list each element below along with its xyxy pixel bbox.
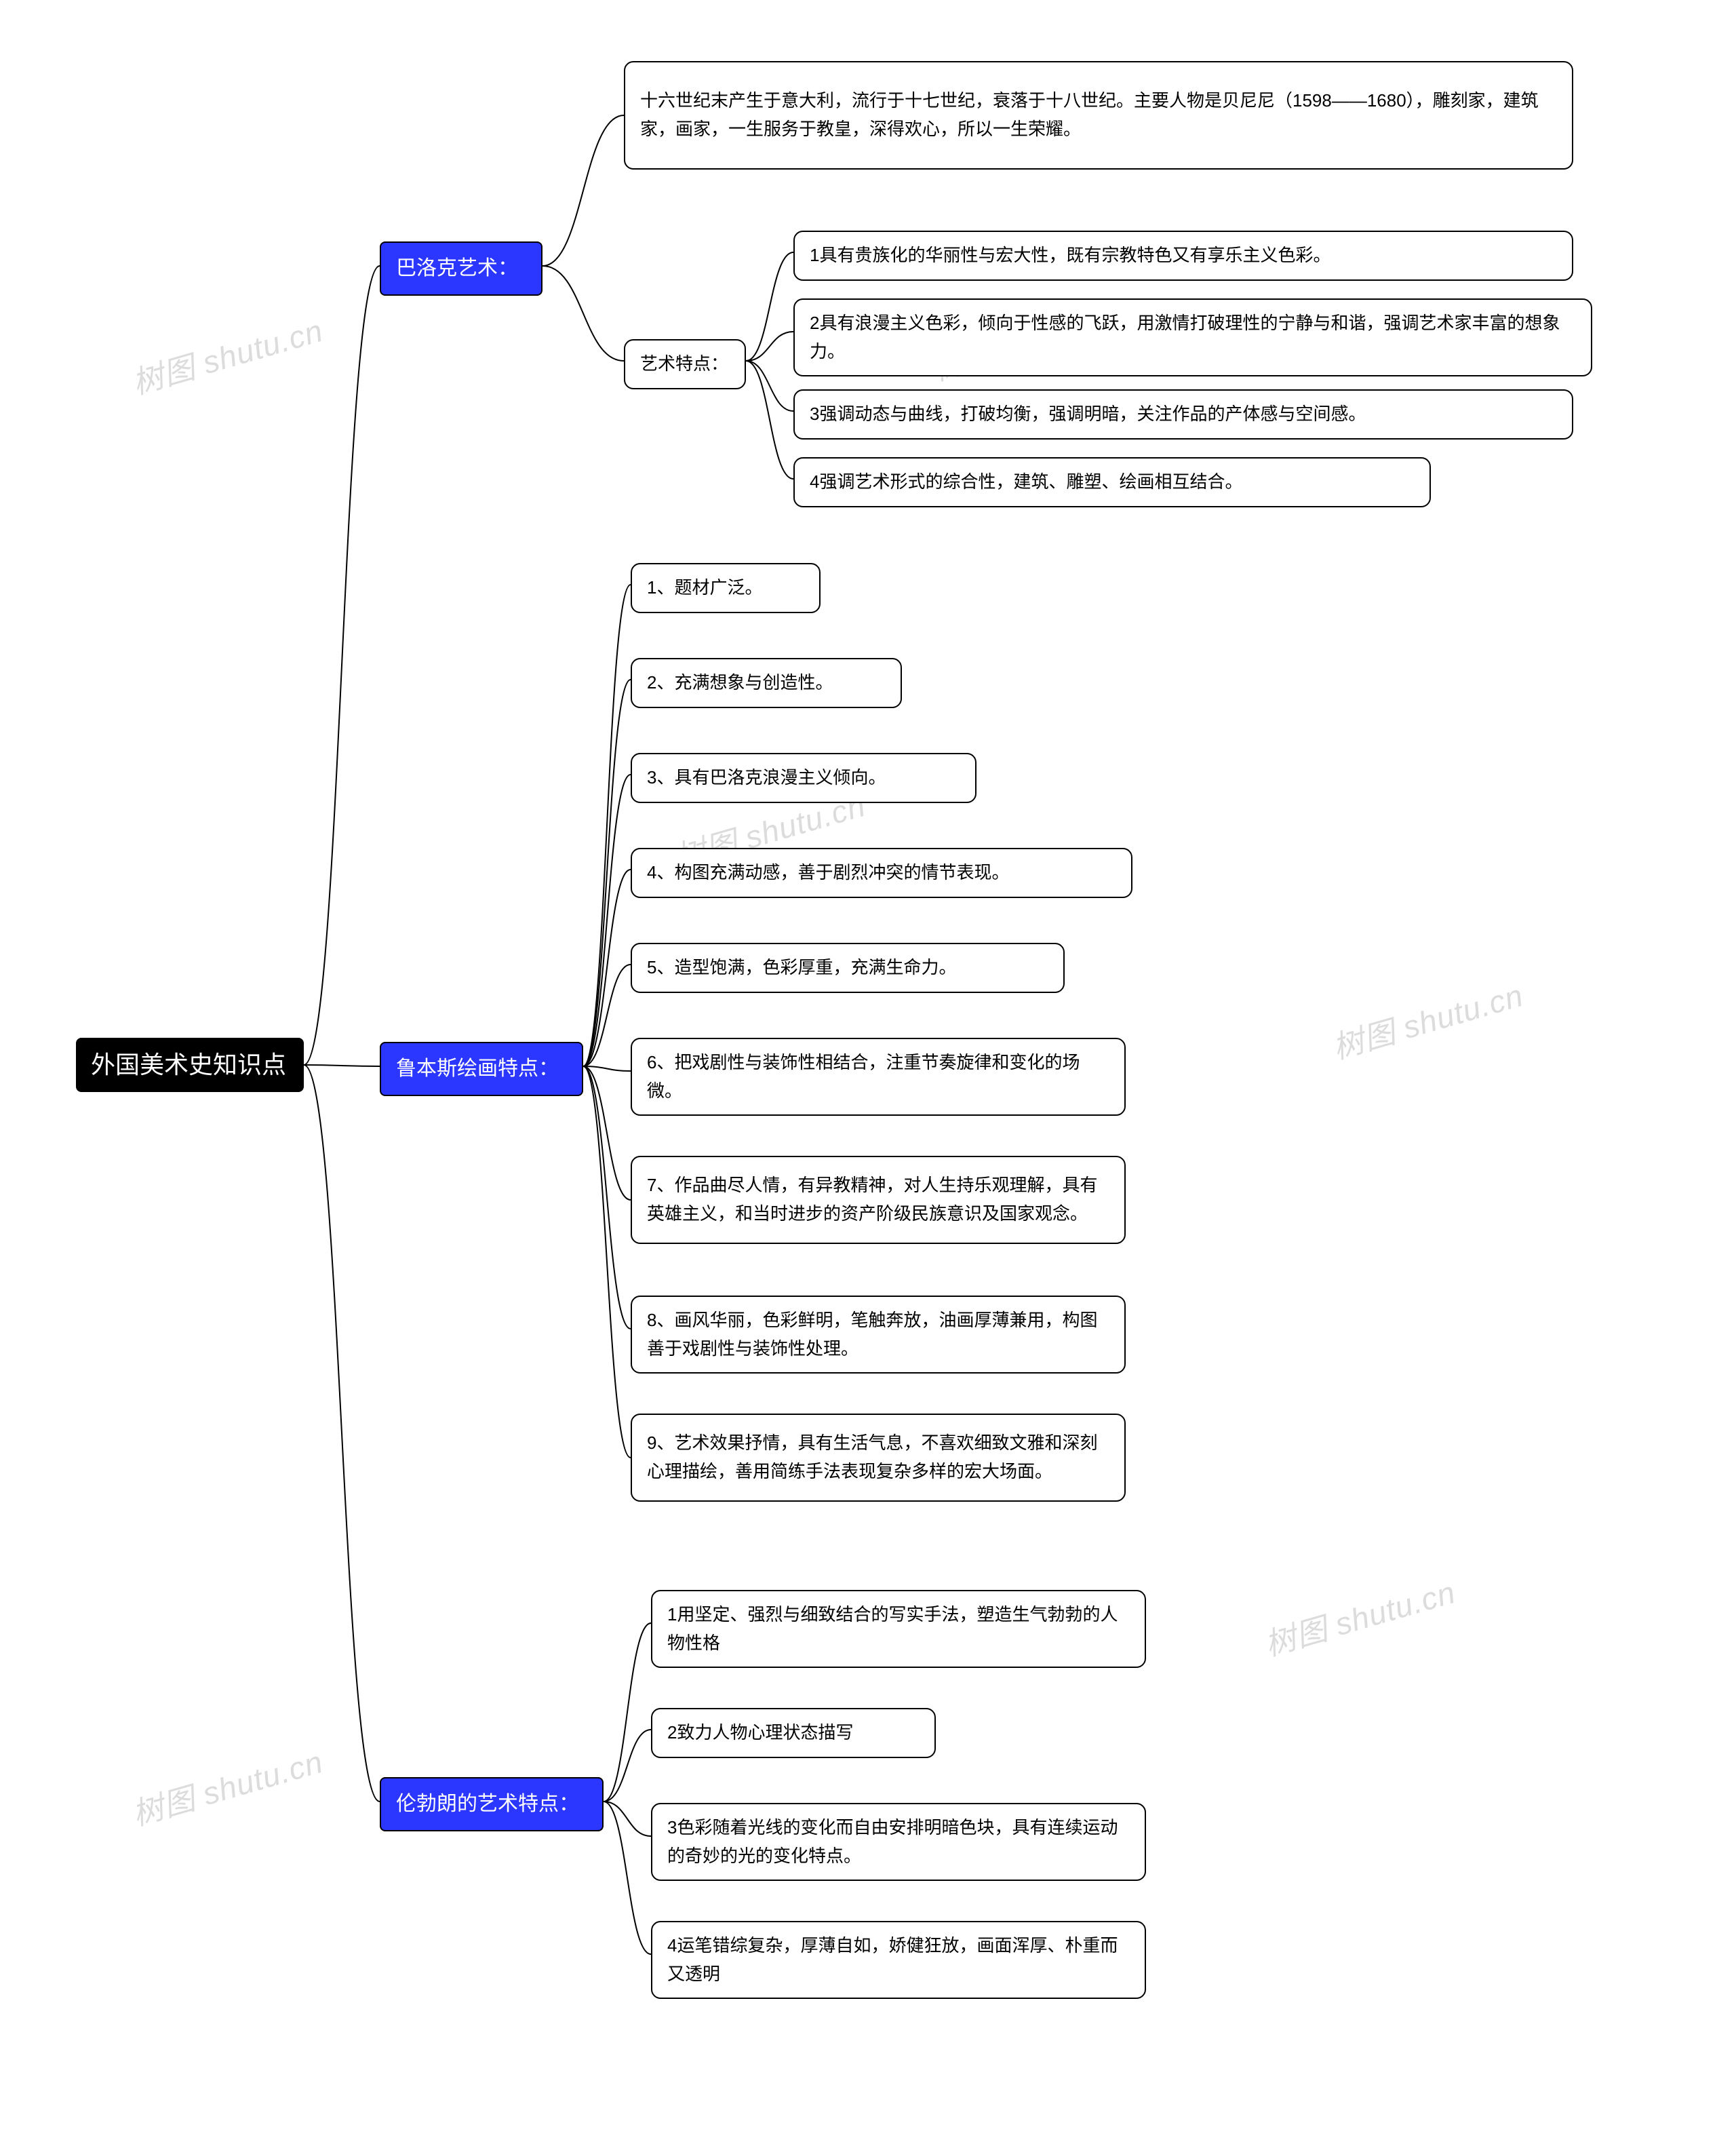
connector <box>583 775 631 1066</box>
connector <box>304 266 380 1065</box>
connector <box>542 115 624 266</box>
node-label: 4强调艺术形式的综合性，建筑、雕塑、绘画相互结合。 <box>795 459 1257 506</box>
connector <box>583 870 631 1066</box>
connector <box>542 266 624 361</box>
leaf-node: 4运笔错综复杂，厚薄自如，娇健狂放，画面浑厚、朴重而又透明 <box>651 1921 1146 1999</box>
node-label: 艺术特点： <box>625 341 743 388</box>
node-label: 8、画风华丽，色彩鲜明，笔触奔放，油画厚薄兼用，构图善于戏剧性与装饰性处理。 <box>632 1297 1124 1372</box>
leaf-node: 2具有浪漫主义色彩，倾向于性感的飞跃，用激情打破理性的宁静与和谐，强调艺术家丰富… <box>793 298 1592 376</box>
node-label: 6、把戏剧性与装饰性相结合，注重节奏旋律和变化的场微。 <box>632 1039 1124 1114</box>
leaf-node: 3、具有巴洛克浪漫主义倾向。 <box>631 753 976 803</box>
connector <box>583 1066 631 1200</box>
watermark: 树图 shutu.cn <box>1259 1568 1461 1665</box>
watermark: 树图 shutu.cn <box>1327 971 1528 1068</box>
node-label: 1、题材广泛。 <box>632 564 777 612</box>
connector <box>304 1065 380 1802</box>
node-label: 2、充满想象与创造性。 <box>632 659 848 707</box>
leaf-node: 3色彩随着光线的变化而自由安排明暗色块，具有连续运动的奇妙的光的变化特点。 <box>651 1803 1146 1881</box>
connector <box>604 1730 651 1802</box>
watermark: 树图 shutu.cn <box>127 306 328 403</box>
node-label: 4、构图充满动感，善于剧烈冲突的情节表现。 <box>632 849 1024 897</box>
leaf-node: 5、造型饱满，色彩厚重，充满生命力。 <box>631 943 1065 993</box>
connector <box>604 1802 651 1954</box>
node-label: 3色彩随着光线的变化而自由安排明暗色块，具有连续运动的奇妙的光的变化特点。 <box>652 1804 1145 1880</box>
node-label: 4运笔错综复杂，厚薄自如，娇健狂放，画面浑厚、朴重而又透明 <box>652 1922 1145 1998</box>
connector <box>604 1623 651 1802</box>
leaf-node: 6、把戏剧性与装饰性相结合，注重节奏旋律和变化的场微。 <box>631 1038 1126 1116</box>
node-label: 伦勃朗的艺术特点： <box>381 1778 594 1830</box>
node-label: 巴洛克艺术： <box>381 243 533 294</box>
connector <box>746 332 793 361</box>
node-label: 2致力人物心理状态描写 <box>652 1709 868 1757</box>
leaf-node: 2、充满想象与创造性。 <box>631 658 902 708</box>
branch-node: 伦勃朗的艺术特点： <box>380 1777 604 1831</box>
node-label: 9、艺术效果抒情，具有生活气息，不喜欢细致文雅和深刻心理描绘，善用简练手法表现复… <box>632 1420 1124 1495</box>
connector <box>604 1802 651 1836</box>
leaf-node: 十六世纪末产生于意大利，流行于十七世纪，衰落于十八世纪。主要人物是贝尼尼（159… <box>624 61 1573 170</box>
node-label: 5、造型饱满，色彩厚重，充满生命力。 <box>632 944 971 992</box>
connector <box>746 361 793 411</box>
connector <box>583 1066 631 1329</box>
branch-node: 巴洛克艺术： <box>380 241 542 296</box>
connector <box>583 585 631 1066</box>
node-label: 3强调动态与曲线，打破均衡，强调明暗，关注作品的产体感与空间感。 <box>795 391 1381 438</box>
connector <box>583 1066 631 1458</box>
leaf-node: 艺术特点： <box>624 339 746 389</box>
node-label: 1用坚定、强烈与细致结合的写实手法，塑造生气勃勃的人物性格 <box>652 1591 1145 1667</box>
leaf-node: 1、题材广泛。 <box>631 563 821 613</box>
root-node: 外国美术史知识点 <box>76 1038 304 1092</box>
leaf-node: 4、构图充满动感，善于剧烈冲突的情节表现。 <box>631 848 1132 898</box>
leaf-node: 9、艺术效果抒情，具有生活气息，不喜欢细致文雅和深刻心理描绘，善用简练手法表现复… <box>631 1414 1126 1502</box>
branch-node: 鲁本斯绘画特点： <box>380 1042 583 1096</box>
leaf-node: 8、画风华丽，色彩鲜明，笔触奔放，油画厚薄兼用，构图善于戏剧性与装饰性处理。 <box>631 1296 1126 1374</box>
node-label: 2具有浪漫主义色彩，倾向于性感的飞跃，用激情打破理性的宁静与和谐，强调艺术家丰富… <box>795 300 1591 375</box>
leaf-node: 1具有贵族化的华丽性与宏大性，既有宗教特色又有享乐主义色彩。 <box>793 231 1573 281</box>
watermark: 树图 shutu.cn <box>127 1737 328 1834</box>
root-label: 外国美术史知识点 <box>76 1036 301 1094</box>
node-label: 1具有贵族化的华丽性与宏大性，既有宗教特色又有享乐主义色彩。 <box>795 232 1345 279</box>
connector <box>583 965 631 1066</box>
leaf-node: 7、作品曲尽人情，有异教精神，对人生持乐观理解，具有英雄主义，和当时进步的资产阶… <box>631 1156 1126 1244</box>
leaf-node: 1用坚定、强烈与细致结合的写实手法，塑造生气勃勃的人物性格 <box>651 1590 1146 1668</box>
leaf-node: 3强调动态与曲线，打破均衡，强调明暗，关注作品的产体感与空间感。 <box>793 389 1573 440</box>
connector <box>746 361 793 479</box>
connector <box>583 1066 631 1071</box>
connector <box>583 680 631 1066</box>
node-label: 7、作品曲尽人情，有异教精神，对人生持乐观理解，具有英雄主义，和当时进步的资产阶… <box>632 1162 1124 1237</box>
mindmap-canvas: 树图 shutu.cn 树图 shutu.cn 树图 shutu.cn 树图 shut… <box>0 0 1736 2140</box>
leaf-node: 4强调艺术形式的综合性，建筑、雕塑、绘画相互结合。 <box>793 457 1431 507</box>
node-label: 十六世纪末产生于意大利，流行于十七世纪，衰落于十八世纪。主要人物是贝尼尼（159… <box>625 77 1572 153</box>
node-label: 3、具有巴洛克浪漫主义倾向。 <box>632 754 901 802</box>
node-label: 鲁本斯绘画特点： <box>381 1043 574 1095</box>
connector <box>304 1065 380 1066</box>
leaf-node: 2致力人物心理状态描写 <box>651 1708 936 1758</box>
connector <box>746 252 793 361</box>
